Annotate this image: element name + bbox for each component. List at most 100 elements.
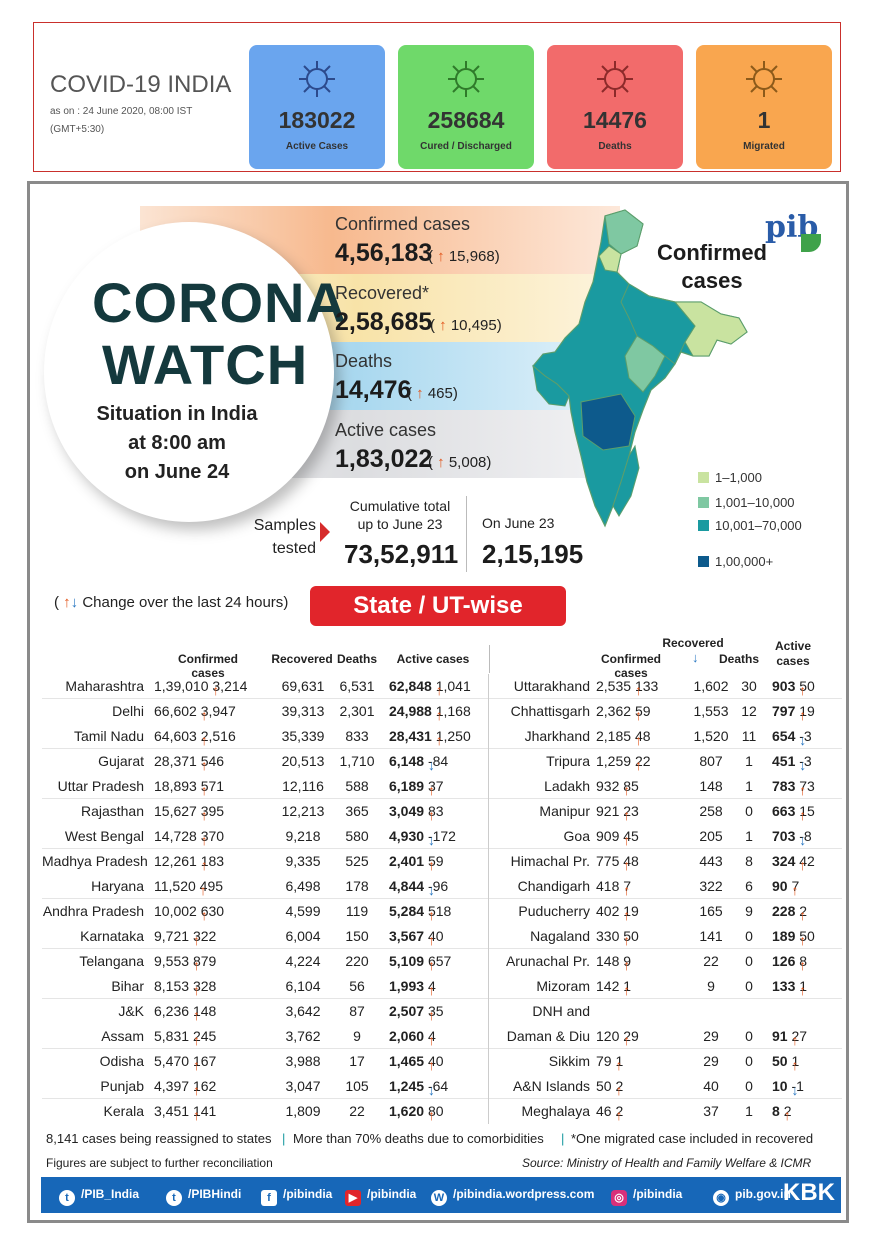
- card-cured[interactable]: 258684 Cured / Discharged: [398, 45, 534, 169]
- arrow-up-icon: ↑: [192, 1007, 200, 1023]
- footnote-separator: |: [561, 1131, 565, 1146]
- samples-label: Samples tested: [246, 514, 316, 560]
- arrow-up-icon: ↑: [427, 1057, 435, 1073]
- recovered-value: 148: [699, 778, 723, 794]
- deaths-value: 119: [345, 903, 369, 919]
- active-delta: -64: [427, 1078, 449, 1094]
- recovered-value: 6,104: [285, 978, 321, 994]
- state-name: Telangana: [79, 953, 144, 969]
- confirmed-value: 9,721: [154, 928, 190, 944]
- confirmed-delta-value: 15,968: [448, 248, 495, 265]
- confirmed-cell: 6,236 ↑ 148: [154, 1003, 264, 1023]
- confirmed-delta: 3,214: [212, 678, 248, 694]
- active-cell: 133 ↑ 1: [772, 978, 842, 998]
- arrow-up-icon: ↑: [416, 385, 424, 402]
- table-row: Uttar Pradesh 18,893 ↑ 571 12,116 588 6,189 ↑…: [42, 774, 842, 799]
- active-delta: 518: [427, 903, 452, 919]
- arrow-up-icon: ↑: [799, 807, 807, 823]
- recovered-value: 4,599: [285, 903, 321, 919]
- social-wordpress[interactable]: W/pibindia.wordpress.com: [431, 1187, 594, 1206]
- arrow-down-icon: ↓: [427, 1082, 435, 1098]
- confirmed-value: 418: [596, 878, 620, 894]
- arrow-up-icon: ↑: [200, 707, 208, 723]
- active-value: 2,060: [389, 1028, 425, 1044]
- cured-label: Cured / Discharged: [420, 141, 512, 152]
- header-active-left: Active cases: [396, 652, 470, 666]
- social-twitter-pib-india[interactable]: t/PIB_India: [59, 1187, 139, 1206]
- arrow-up-icon: ↑: [200, 857, 208, 873]
- active-value: 3,567: [389, 928, 425, 944]
- recovered-value: 1,602: [693, 678, 729, 694]
- confirmed-value: 11,520: [154, 878, 196, 894]
- confirmed-delta: 1: [623, 978, 632, 994]
- active-value: 133: [772, 978, 796, 994]
- confirmed-cell: 15,627 ↑ 395: [154, 803, 264, 823]
- confirmed-value: 402: [596, 903, 620, 919]
- legend-item-4: 1,00,000+: [698, 554, 773, 569]
- confirmed-value: 66,602: [154, 703, 197, 719]
- card-active-cases[interactable]: 183022 Active Cases: [249, 45, 385, 169]
- recovered-value: 4,224: [285, 953, 321, 969]
- deaths-value: 0: [745, 928, 753, 944]
- confirmed-cell: 921 ↑ 23: [596, 803, 686, 823]
- active-value: 903: [772, 678, 796, 694]
- social-twitter-pib-hindi[interactable]: t/PIBHindi: [166, 1187, 241, 1206]
- card-deaths[interactable]: 14476 Deaths: [547, 45, 683, 169]
- active-value: 1,245: [389, 1078, 425, 1094]
- table-row: Punjab 4,397 ↑ 162 3,047 105 1,245 ↓ -64 A&N Is…: [42, 1074, 842, 1099]
- header-active-right: Active cases: [768, 639, 818, 669]
- social-facebook[interactable]: f/pibindia: [261, 1187, 332, 1206]
- social-instagram[interactable]: ◎ /pibindia: [611, 1187, 682, 1206]
- confirmed-value: 10,002: [154, 903, 197, 919]
- active-cell: 126 ↑ 8: [772, 953, 842, 973]
- active-value: 1,993: [389, 978, 425, 994]
- active-delta: -3: [799, 728, 812, 744]
- situation-line-2: at 8:00 am: [128, 432, 226, 454]
- recovered-value: 1,553: [693, 703, 729, 719]
- arrow-down-icon: ↓: [799, 732, 807, 748]
- state-name: DNH and: [532, 1003, 590, 1019]
- table-row: J&K 6,236 ↑ 148 3,642 87 2,507 ↑ 35 DNH and: [42, 999, 842, 1024]
- active-delta: 73: [799, 778, 815, 794]
- confirmed-value: 14,728: [154, 828, 197, 844]
- deaths-label: Deaths: [598, 141, 632, 152]
- deaths-value: 6,531: [339, 678, 375, 694]
- deaths-delta: ( ↑ 465): [407, 385, 458, 402]
- active-cell: 3,567 ↑ 40: [389, 928, 493, 948]
- arrow-down-icon: ↓: [791, 1082, 799, 1098]
- confirmed-cell: 10,002 ↑ 630: [154, 903, 264, 923]
- arrow-up-icon: ↑: [427, 807, 435, 823]
- confirmed-value: 18,893: [154, 778, 197, 794]
- active-value: 6,189: [389, 778, 425, 794]
- confirmed-value: 120: [596, 1028, 620, 1044]
- confirmed-label: Confirmed cases: [335, 214, 471, 234]
- active-delta: ( ↑ 5,008): [428, 454, 492, 471]
- active-value: 663: [772, 803, 796, 819]
- arrow-up-icon: ↑: [791, 1032, 799, 1048]
- header-recovered-left: Recovered: [271, 652, 333, 666]
- confirmed-delta: 2: [615, 1103, 624, 1119]
- active-value: 91: [772, 1028, 788, 1044]
- confirmed-delta: 29: [623, 1028, 639, 1044]
- social-youtube[interactable]: ▶ /pibindia: [345, 1187, 416, 1206]
- active-cell: 2,507 ↑ 35: [389, 1003, 493, 1023]
- card-migrated[interactable]: 1 Migrated: [696, 45, 832, 169]
- confirmed-delta: 22: [634, 753, 651, 769]
- confirmed-delta: 370: [200, 828, 225, 844]
- confirmed-value: 921: [596, 803, 620, 819]
- deaths-value: 11: [741, 728, 757, 744]
- active-cell: 324 ↑ 42: [772, 853, 842, 873]
- as-on-date: as on : 24 June 2020, 08:00 IST (GMT+5:3…: [50, 103, 250, 139]
- table-row: Kerala 3,451 ↑ 141 1,809 22 1,620 ↑ 80 Meghalay…: [42, 1099, 842, 1124]
- cumulative-value: 73,52,911: [344, 539, 459, 569]
- arrow-up-icon: ↑: [439, 317, 447, 334]
- active-delta: 1: [791, 1053, 800, 1069]
- state-name: Punjab: [100, 1078, 144, 1094]
- confirmed-cell: 775 ↑ 48: [596, 853, 686, 873]
- confirmed-delta: ( ↑ 15,968): [428, 248, 500, 265]
- confirmed-delta: 879: [192, 953, 217, 969]
- social-website[interactable]: ◉ pib.gov.in: [713, 1187, 791, 1206]
- confirmed-cell: 8,153 ↑ 328: [154, 978, 264, 998]
- active-cell: 703 ↓ -8: [772, 828, 842, 848]
- state-name: West Bengal: [64, 828, 144, 844]
